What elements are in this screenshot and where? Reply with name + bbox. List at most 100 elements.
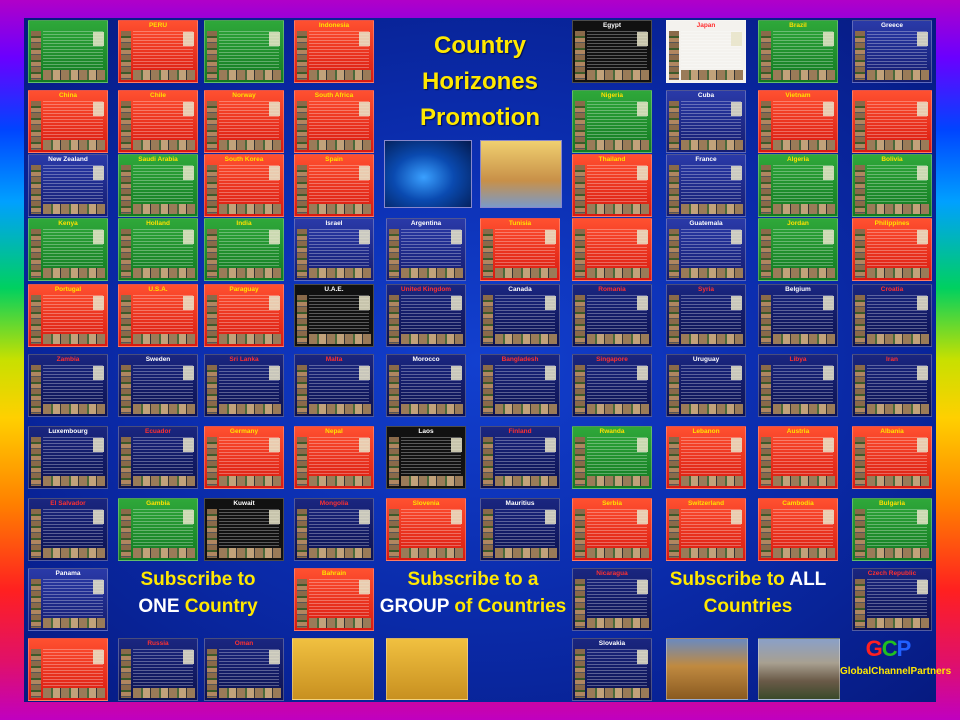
- country-tile[interactable]: Vietnam: [758, 90, 838, 153]
- country-tile[interactable]: Nicaragua: [572, 568, 652, 631]
- country-tile[interactable]: Jordan: [758, 218, 838, 281]
- country-tile-title: Kenya: [58, 220, 78, 227]
- tile-photo-column: [207, 229, 217, 278]
- country-tile[interactable]: Zambia: [28, 354, 108, 417]
- country-tile[interactable]: South Africa: [294, 90, 374, 153]
- country-tile[interactable]: Switzerland: [666, 498, 746, 561]
- country-tile[interactable]: Uruguay: [666, 354, 746, 417]
- country-tile[interactable]: Thailand: [572, 154, 652, 217]
- country-tile[interactable]: Oman: [204, 638, 284, 701]
- tile-map-icon: [269, 650, 280, 664]
- tile-photo-column: [669, 101, 679, 150]
- country-tile[interactable]: Argentina: [386, 218, 466, 281]
- promo-photo-tile: [666, 638, 748, 700]
- country-tile[interactable]: Rwanda: [572, 426, 652, 489]
- country-tile[interactable]: [28, 20, 108, 83]
- country-tile[interactable]: Iran: [852, 354, 932, 417]
- country-tile[interactable]: Greece: [852, 20, 932, 83]
- country-tile[interactable]: [204, 20, 284, 83]
- country-tile[interactable]: Morocco: [386, 354, 466, 417]
- country-tile[interactable]: Tunisia: [480, 218, 560, 281]
- country-tile[interactable]: China: [28, 90, 108, 153]
- tile-photo-strip: [219, 476, 281, 486]
- country-tile[interactable]: Panama: [28, 568, 108, 631]
- tile-photo-column: [297, 509, 307, 558]
- country-tile[interactable]: El Salvador: [28, 498, 108, 561]
- country-tile[interactable]: India: [204, 218, 284, 281]
- tile-photo-strip: [43, 70, 105, 80]
- country-tile[interactable]: Guatemala: [666, 218, 746, 281]
- country-tile[interactable]: Nigeria: [572, 90, 652, 153]
- country-tile[interactable]: Indonesia: [294, 20, 374, 83]
- tile-map-icon: [731, 102, 742, 116]
- country-tile[interactable]: Sri Lanka: [204, 354, 284, 417]
- country-tile[interactable]: Lebanon: [666, 426, 746, 489]
- country-tile[interactable]: New Zealand: [28, 154, 108, 217]
- country-tile[interactable]: Mauritius: [480, 498, 560, 561]
- country-tile[interactable]: Austria: [758, 426, 838, 489]
- country-tile[interactable]: [572, 218, 652, 281]
- country-tile[interactable]: Syria: [666, 284, 746, 347]
- country-tile[interactable]: [852, 90, 932, 153]
- country-tile[interactable]: Kuwait: [204, 498, 284, 561]
- country-tile[interactable]: Finland: [480, 426, 560, 489]
- country-tile[interactable]: Portugal: [28, 284, 108, 347]
- tile-photo-column: [207, 101, 217, 150]
- country-tile[interactable]: Bulgaria: [852, 498, 932, 561]
- country-tile[interactable]: Holland: [118, 218, 198, 281]
- country-tile[interactable]: Algeria: [758, 154, 838, 217]
- country-tile[interactable]: Norway: [204, 90, 284, 153]
- country-tile[interactable]: Bolivia: [852, 154, 932, 217]
- country-tile[interactable]: PERU: [118, 20, 198, 83]
- country-tile[interactable]: Czech Republic: [852, 568, 932, 631]
- country-tile[interactable]: Philippines: [852, 218, 932, 281]
- country-tile[interactable]: Gambia: [118, 498, 198, 561]
- country-tile[interactable]: Egypt: [572, 20, 652, 83]
- country-tile[interactable]: Bangladesh: [480, 354, 560, 417]
- subscribe-one-country[interactable]: Subscribe to ONE Country: [116, 566, 280, 620]
- country-tile[interactable]: Saudi Arabia: [118, 154, 198, 217]
- cta-one-country: Country: [179, 596, 258, 617]
- country-tile[interactable]: Croatia: [852, 284, 932, 347]
- country-tile[interactable]: [28, 638, 108, 701]
- subscribe-all-countries[interactable]: Subscribe to ALL Countries: [660, 566, 836, 620]
- country-tile[interactable]: Albania: [852, 426, 932, 489]
- subscribe-group-of-countries[interactable]: Subscribe to a GROUP of Countries: [374, 566, 572, 620]
- country-tile[interactable]: France: [666, 154, 746, 217]
- country-tile[interactable]: U.A.E.: [294, 284, 374, 347]
- country-tile[interactable]: Slovakia: [572, 638, 652, 701]
- country-tile[interactable]: Russia: [118, 638, 198, 701]
- country-tile[interactable]: Belgium: [758, 284, 838, 347]
- country-tile[interactable]: Spain: [294, 154, 374, 217]
- country-tile[interactable]: U.S.A.: [118, 284, 198, 347]
- country-tile[interactable]: Luxembourg: [28, 426, 108, 489]
- tile-photo-strip: [495, 404, 557, 414]
- country-tile[interactable]: Cuba: [666, 90, 746, 153]
- country-tile[interactable]: Cambodia: [758, 498, 838, 561]
- country-tile[interactable]: Canada: [480, 284, 560, 347]
- country-tile[interactable]: Serbia: [572, 498, 652, 561]
- country-tile[interactable]: Malta: [294, 354, 374, 417]
- country-tile[interactable]: Bahrain: [294, 568, 374, 631]
- country-tile[interactable]: Germany: [204, 426, 284, 489]
- tile-photo-column: [31, 437, 41, 486]
- country-tile[interactable]: Ecuador: [118, 426, 198, 489]
- country-tile[interactable]: South Korea: [204, 154, 284, 217]
- country-tile[interactable]: United Kingdom: [386, 284, 466, 347]
- country-tile[interactable]: Japan: [666, 20, 746, 83]
- country-tile[interactable]: Laos: [386, 426, 466, 489]
- promo-photo-tile: [292, 638, 374, 700]
- country-tile[interactable]: Paraguay: [204, 284, 284, 347]
- country-tile[interactable]: Romania: [572, 284, 652, 347]
- country-tile[interactable]: Libya: [758, 354, 838, 417]
- country-tile[interactable]: Mongolia: [294, 498, 374, 561]
- country-tile[interactable]: Brazil: [758, 20, 838, 83]
- country-tile[interactable]: Singapore: [572, 354, 652, 417]
- country-tile[interactable]: Kenya: [28, 218, 108, 281]
- country-tile[interactable]: Slovenia: [386, 498, 466, 561]
- country-tile[interactable]: Israel: [294, 218, 374, 281]
- country-tile[interactable]: Nepal: [294, 426, 374, 489]
- country-tile[interactable]: Chile: [118, 90, 198, 153]
- country-tile[interactable]: Sweden: [118, 354, 198, 417]
- country-tile-title: Bangladesh: [501, 356, 539, 363]
